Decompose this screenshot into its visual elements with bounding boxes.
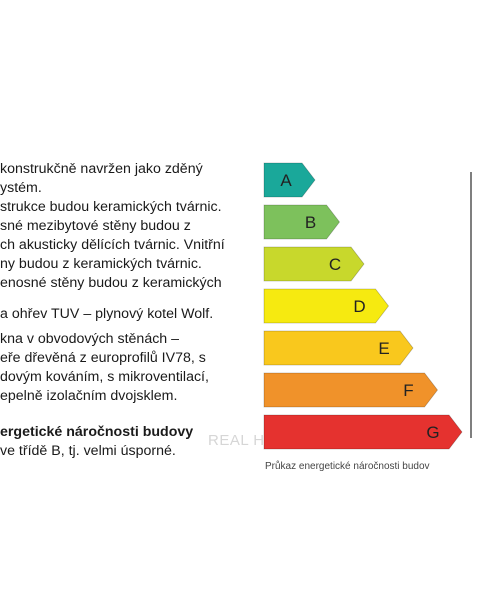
text-line: ystém. (0, 180, 42, 196)
energy-class-arrow (263, 288, 390, 324)
energy-class-label: F (403, 381, 413, 400)
text-line: kna v obvodových stěnách – (0, 331, 180, 347)
text-line: epelně izolačním dvojsklem. (0, 388, 178, 404)
energy-class-g: G (263, 414, 463, 450)
text-line: enosné stěny budou z keramických (0, 275, 222, 291)
text-line: ve třídě B, tj. velmi úsporné. (0, 443, 176, 459)
energy-class-arrow (263, 414, 463, 450)
energy-class-f: F (263, 372, 439, 408)
text-line: strukce budou keramických tvárnic. (0, 199, 222, 215)
text-line: konstrukčně navržen jako zděný (0, 161, 203, 177)
energy-class-arrow (263, 330, 414, 366)
text-line: sné mezibytové stěny budou z (0, 218, 191, 234)
energy-class-arrow (263, 372, 439, 408)
text-line: ch akusticky dělících tvárnic. Vnitřní (0, 237, 225, 253)
energy-class-label: C (329, 255, 341, 274)
text-line: eře dřevěná z europrofilů IV78, s (0, 350, 206, 366)
energy-class-label: A (280, 171, 292, 190)
energy-class-e: E (263, 330, 414, 366)
description-text: konstrukčně navržen jako zděný ystém. st… (0, 160, 262, 461)
text-line: a ohřev TUV – plynový kotel Wolf. (0, 306, 214, 322)
energy-class-label: D (353, 297, 365, 316)
energy-class-d: D (263, 288, 390, 324)
energy-class-label: E (378, 339, 389, 358)
energy-class-c: C (263, 246, 365, 282)
energy-class-arrow (263, 246, 365, 282)
text-line: ny budou z keramických tvárnic. (0, 256, 202, 272)
chart-caption: Průkaz energetické náročnosti budov (265, 461, 430, 472)
energy-rating-chart: A B C D E F G (262, 162, 480, 462)
energy-class-label: B (305, 213, 316, 232)
text-line: dovým kováním, s mikroventilací, (0, 369, 209, 385)
energy-rating-svg: A B C D E F G (263, 162, 472, 450)
text-line-bold: ergetické náročnosti budovy (0, 424, 194, 440)
energy-class-arrow (263, 204, 341, 240)
energy-class-label: G (426, 423, 439, 442)
energy-class-a: A (263, 162, 316, 198)
energy-class-arrow (263, 162, 316, 198)
energy-class-b: B (263, 204, 341, 240)
